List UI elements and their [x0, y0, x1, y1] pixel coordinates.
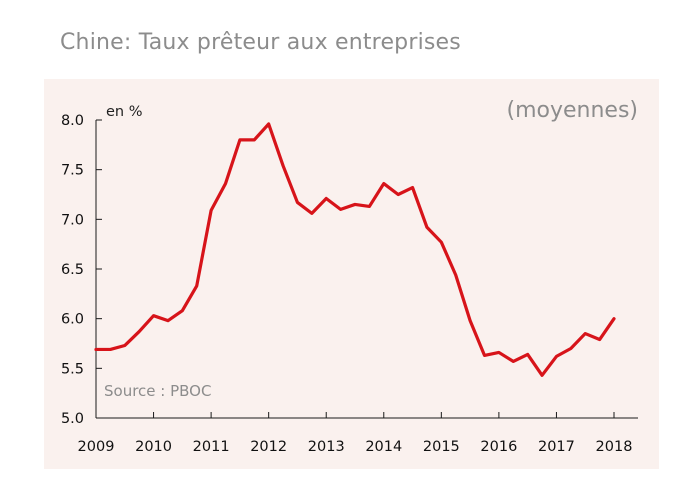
y-tick-label: 6.5 — [61, 262, 84, 278]
y-tick-label: 8.0 — [61, 113, 84, 129]
average-note: (moyennes) — [507, 98, 639, 123]
x-tick-label: 2018 — [596, 439, 633, 455]
x-tick-label: 2014 — [365, 439, 402, 455]
x-tick-label: 2012 — [250, 439, 287, 455]
x-tick-label: 2010 — [135, 439, 172, 455]
x-tick-label: 2017 — [538, 439, 575, 455]
unit-label: en % — [106, 104, 143, 120]
y-tick-label: 6.0 — [61, 312, 84, 328]
y-tick-label: 7.5 — [61, 163, 84, 179]
y-tick-label: 5.5 — [61, 361, 84, 377]
x-tick-label: 2009 — [78, 439, 115, 455]
x-tick-label: 2013 — [308, 439, 345, 455]
chart-axes — [95, 120, 638, 419]
source-label: Source : PBOC — [104, 382, 211, 400]
x-axis-ticks: 2009 2010 2011 2012 2013 2014 2015 2016 2017 2018 — [78, 412, 633, 455]
y-tick-label: 5.0 — [61, 411, 84, 427]
chart-title: Chine: Taux prêteur aux entreprises — [60, 30, 461, 55]
y-axis-ticks: 5.0 5.5 6.0 6.5 7.0 7.5 8.0 — [61, 113, 102, 427]
x-tick-label: 2016 — [480, 439, 517, 455]
x-tick-label: 2011 — [193, 439, 230, 455]
x-tick-label: 2015 — [423, 439, 460, 455]
series-line-lending-rate — [94, 122, 616, 377]
plot-background — [44, 79, 659, 469]
y-tick-label: 7.0 — [61, 212, 84, 228]
